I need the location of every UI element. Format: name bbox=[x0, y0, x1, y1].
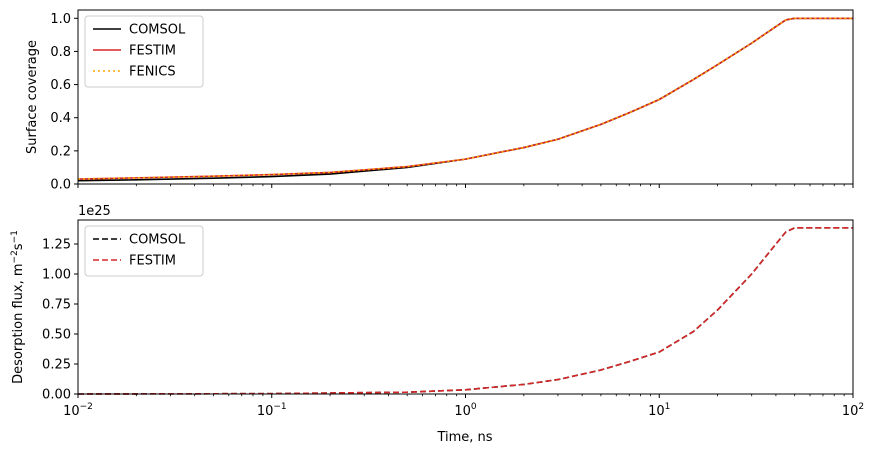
y-tick-label: 1.00 bbox=[42, 268, 71, 283]
top-series-lines bbox=[77, 17, 853, 182]
bottom-subplot: 0.000.250.500.751.001.25 10−2 10−1 100 101 1… bbox=[10, 204, 864, 419]
top-y-axis-label: Surface coverage bbox=[25, 40, 40, 154]
legend-label-festim: FESTIM bbox=[129, 254, 176, 269]
bottom-legend: COMSOL FESTIM bbox=[84, 225, 204, 277]
ylabel-exp2: −1 bbox=[10, 230, 20, 243]
bottom-x-ticks: 10−2 10−1 100 101 102 bbox=[63, 394, 864, 419]
legend-label-fenics: FENICS bbox=[129, 65, 176, 80]
ylabel-s: s bbox=[11, 243, 26, 250]
x-tick-label: 101 bbox=[648, 402, 670, 419]
y-tick-label: 0.6 bbox=[50, 78, 71, 93]
x-tick-label: 10−2 bbox=[63, 402, 93, 419]
top-y-ticks: 0.0 0.2 0.4 0.6 0.8 1.0 bbox=[50, 12, 78, 193]
y-tick-label: 0.50 bbox=[42, 328, 71, 343]
offset-text: 1e25 bbox=[78, 204, 111, 219]
legend-label-comsol: COMSOL bbox=[129, 23, 186, 38]
y-tick-label: 1.0 bbox=[50, 12, 71, 27]
x-tick-label: 100 bbox=[454, 402, 477, 419]
legend-label-festim: FESTIM bbox=[129, 44, 176, 59]
legend-label-comsol: COMSOL bbox=[129, 233, 186, 248]
legend-box bbox=[84, 15, 204, 88]
y-tick-label: 0.8 bbox=[50, 45, 71, 60]
y-tick-label: 0.75 bbox=[42, 298, 71, 313]
series-line-festim bbox=[77, 17, 853, 180]
y-tick-label: 0.00 bbox=[42, 388, 71, 403]
bottom-y-ticks: 0.00 0.25 0.50 0.75 1.00 1.25 bbox=[42, 238, 78, 403]
y-tick-label: 1.25 bbox=[42, 238, 71, 253]
top-legend: COMSOL FESTIM FENICS bbox=[84, 15, 204, 88]
series-line-festim bbox=[77, 227, 853, 395]
y-tick-label: 0.2 bbox=[50, 144, 71, 159]
y-tick-label: 0.0 bbox=[50, 178, 71, 193]
x-tick-label: 10−1 bbox=[257, 402, 287, 419]
bottom-series-lines bbox=[77, 227, 853, 395]
x-tick-label: 102 bbox=[842, 402, 864, 419]
y-tick-label: 0.25 bbox=[42, 358, 71, 373]
x-axis-label: Time, ns bbox=[436, 430, 492, 445]
ylabel-main: Desorption flux, m bbox=[11, 263, 26, 383]
y-tick-label: 0.4 bbox=[50, 111, 71, 126]
ylabel-exp1: −2 bbox=[10, 250, 20, 263]
top-subplot: 0.0 0.2 0.4 0.6 0.8 1.0 Surface coverage COMS… bbox=[25, 9, 854, 193]
bottom-y-axis-label: Desorption flux, m−2s−1 bbox=[10, 230, 26, 384]
top-x-ticks bbox=[77, 184, 854, 188]
